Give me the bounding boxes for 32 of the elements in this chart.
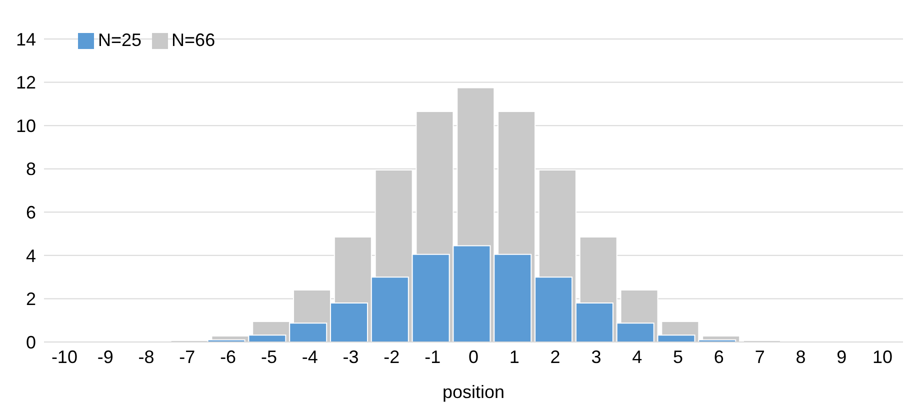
x-tick-label: -4 xyxy=(302,346,318,367)
x-tick-label: -9 xyxy=(97,346,114,367)
y-tick-label: 10 xyxy=(16,116,36,136)
x-tick-label: -2 xyxy=(384,346,400,367)
x-tick-label: 3 xyxy=(591,346,602,367)
x-tick-label: 8 xyxy=(796,346,806,367)
x-axis-title: position xyxy=(442,382,505,402)
y-tick-label: 6 xyxy=(26,202,36,223)
x-tick-label: -10 xyxy=(51,346,78,367)
x-tick-label: 10 xyxy=(872,346,893,367)
y-tick-label: 0 xyxy=(26,332,36,352)
y-tick-label: 2 xyxy=(26,289,36,310)
x-tick-label: 0 xyxy=(468,346,479,367)
x-tick-label: 5 xyxy=(673,346,684,367)
x-tick-label: 1 xyxy=(509,346,520,367)
y-tick-label: 14 xyxy=(16,29,36,50)
x-tick-label: -3 xyxy=(342,346,359,367)
y-tick-label: 12 xyxy=(16,72,36,93)
y-tick-label: 8 xyxy=(26,159,36,180)
x-tick-label: 6 xyxy=(714,346,724,367)
x-tick-label: 4 xyxy=(632,346,642,367)
x-tick-label: 9 xyxy=(836,346,847,367)
x-tick-label: -7 xyxy=(179,346,196,367)
x-tick-label: -5 xyxy=(260,346,277,367)
x-tick-label: -8 xyxy=(138,346,154,367)
legend-label: N=25 xyxy=(98,30,142,50)
x-tick-label: -1 xyxy=(424,346,441,367)
legend-label: N=66 xyxy=(172,30,216,50)
x-tick-label: 7 xyxy=(754,346,765,367)
x-tick-label: 2 xyxy=(550,346,560,367)
x-tick-label: -6 xyxy=(220,346,236,367)
y-tick-label: 4 xyxy=(26,246,36,266)
